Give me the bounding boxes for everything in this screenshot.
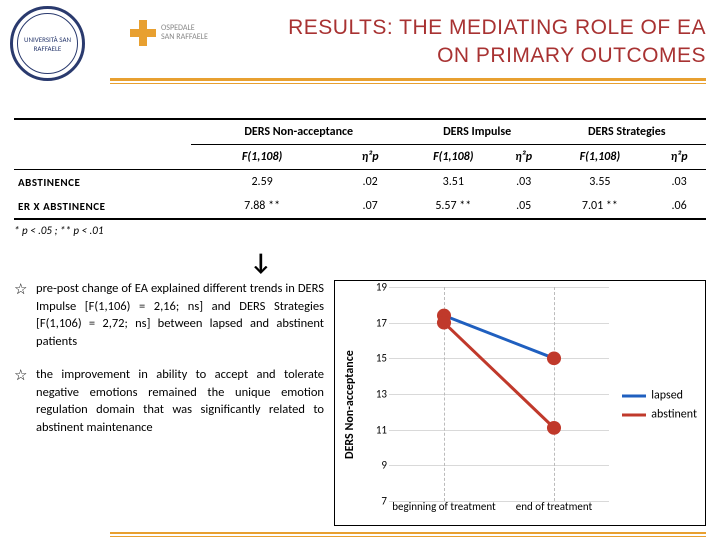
results-table: DERS Non-acceptanceDERS ImpulseDERS Stra… [14, 118, 706, 220]
star-bullet-icon: ☆ [14, 280, 28, 350]
table-row: ABSTINENCE2.59.023.51.033.55.03 [14, 170, 706, 195]
chart-y-axis-label: DERS Non-acceptance [341, 287, 359, 523]
chart-x-labels: beginning of treatmentend of treatment [389, 501, 609, 523]
plus-icon [130, 20, 156, 46]
bullet-text: pre-post change of EA explained differen… [36, 280, 324, 350]
table-row: ER X ABSTINENCE7.88 **.075.57 **.057.01 … [14, 194, 706, 219]
university-seal-logo: UNIVERSITÀ SAN RAFFAELE [10, 6, 85, 81]
chart-lines [389, 287, 609, 501]
star-bullet-icon: ☆ [14, 366, 28, 436]
line-chart: DERS Non-acceptance beginning of treatme… [334, 280, 706, 526]
table-sub-header: F(1,108)η²pF(1,108)η²pF(1,108)η²p [14, 145, 706, 170]
chart-legend: lapsedabstinent [622, 384, 697, 427]
slide-title: RESULTS: THE MEDIATING ROLE OF EA ON PRI… [288, 14, 706, 71]
down-arrow-icon: ↓ [250, 248, 272, 277]
header-divider [110, 78, 706, 81]
hospital-logo: OSPEDALESAN RAFFAELE [130, 20, 208, 46]
footer-divider [110, 532, 706, 534]
bullet-text: the improvement in ability to accept and… [36, 366, 324, 436]
slide-header: UNIVERSITÀ SAN RAFFAELE OSPEDALESAN RAFF… [0, 0, 720, 100]
table-group-header: DERS Non-acceptanceDERS ImpulseDERS Stra… [14, 120, 706, 145]
table-footnote: * p < .05 ; ** p < .01 [14, 224, 706, 237]
bullet-list: ☆pre-post change of EA explained differe… [14, 280, 324, 526]
